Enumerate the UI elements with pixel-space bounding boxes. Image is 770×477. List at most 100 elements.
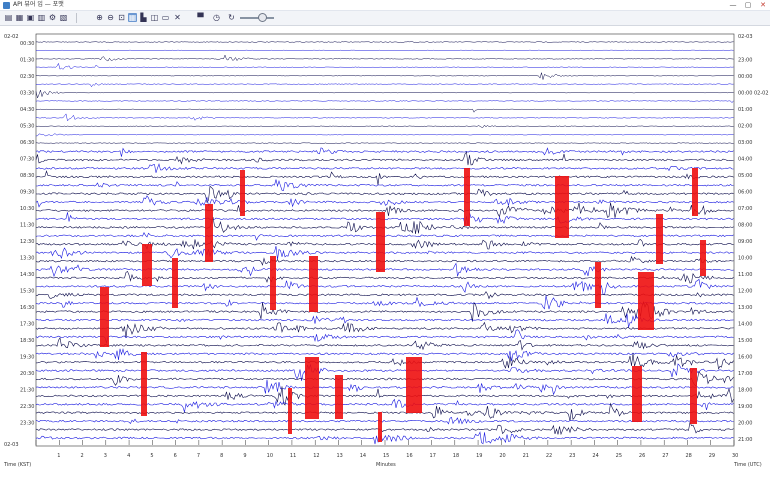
minute-tick-label: 15 xyxy=(383,453,389,459)
trigger-marker xyxy=(270,256,276,310)
minute-tick-label: 6 xyxy=(174,453,177,459)
axis-labels: 1 2 3 4 5 6 7 8 9 10 11 12 13 14 15 16 17 18 19 20 21 22 23 24 2… xyxy=(20,41,769,459)
hour-label-right: 05:00 xyxy=(738,173,752,179)
hour-label-left: 23:30 xyxy=(20,421,34,427)
seismo-trace xyxy=(35,108,734,113)
preview-icon[interactable]: ▧ xyxy=(59,13,68,22)
zoom-in-icon[interactable]: ⊕ xyxy=(96,13,103,22)
hour-label-left: 18:30 xyxy=(20,338,34,344)
trigger-marker xyxy=(142,244,152,286)
trigger-marker xyxy=(141,352,147,416)
minute-tick-label: 7 xyxy=(197,453,200,459)
trigger-marker xyxy=(692,168,698,216)
seismo-trace xyxy=(35,431,734,445)
hour-label-right: 02:00 xyxy=(738,124,752,130)
seismo-trace xyxy=(35,49,734,52)
minute-tick-label: 22 xyxy=(546,453,552,459)
print-icon[interactable]: ▥ xyxy=(37,13,46,22)
minute-tick-label: 21 xyxy=(523,453,529,459)
seismo-trace xyxy=(35,402,734,422)
maximize-button[interactable]: ▢ xyxy=(744,1,752,9)
hour-label-right: 04:00 xyxy=(738,157,752,163)
trigger-marker xyxy=(335,375,343,419)
minute-tick-label: 8 xyxy=(220,453,223,459)
minute-tick-label: 4 xyxy=(127,453,130,459)
zoom-slider-knob[interactable] xyxy=(258,13,267,22)
seismo-trace xyxy=(36,179,734,191)
seismo-trace xyxy=(35,202,734,218)
minute-tick-label: 13 xyxy=(336,453,342,459)
seismo-trace xyxy=(35,163,734,173)
seismo-trace xyxy=(35,100,734,104)
minimize-button[interactable]: — xyxy=(729,1,737,9)
seismo-trace xyxy=(35,54,734,62)
zoom-out-icon[interactable]: ⊖ xyxy=(107,13,114,22)
trigger-marker xyxy=(690,368,697,424)
seismo-trace xyxy=(35,295,734,310)
seismo-trace xyxy=(36,113,734,122)
minute-tick-label: 2 xyxy=(81,453,84,459)
save-icon[interactable]: ▦ xyxy=(15,13,24,22)
hour-label-left: 16:30 xyxy=(20,305,34,311)
hour-label-left: 04:30 xyxy=(20,107,34,113)
select-icon[interactable]: ▭ xyxy=(161,13,170,22)
grid-icon[interactable]: ▦ xyxy=(128,13,137,22)
zoom-fit-icon[interactable]: ⊡ xyxy=(118,13,125,22)
trigger-marker xyxy=(378,412,382,442)
minute-tick-label: 28 xyxy=(685,453,691,459)
hour-label-right: 09:00 xyxy=(738,239,752,245)
hour-label-right: 23:00 xyxy=(738,58,752,64)
trigger-marker xyxy=(632,366,642,422)
hour-label-left: 07:30 xyxy=(20,157,34,163)
seismo-trace xyxy=(36,291,734,300)
folder-icon[interactable]: ▣ xyxy=(26,13,35,22)
open-icon[interactable]: ▤ xyxy=(4,13,13,22)
minute-tick-label: 20 xyxy=(499,453,505,459)
hour-label-right: 14:00 xyxy=(738,322,752,328)
seismo-trace xyxy=(35,386,734,406)
seismo-trace xyxy=(35,142,734,144)
close-icon[interactable]: ✕ xyxy=(174,13,181,22)
seismo-trace xyxy=(35,363,734,381)
seismo-trace xyxy=(35,62,734,70)
trigger-marker xyxy=(406,357,422,413)
minute-tick-label: 3 xyxy=(104,453,107,459)
minute-tick-label: 12 xyxy=(313,453,319,459)
trigger-marker xyxy=(205,204,213,262)
trigger-marker xyxy=(638,272,654,330)
hour-label-right: 12:00 xyxy=(738,289,752,295)
minute-tick-label: 16 xyxy=(406,453,412,459)
hour-label-right: 20:00 xyxy=(738,421,752,427)
trigger-marker xyxy=(700,240,706,276)
trigger-markers xyxy=(100,168,706,442)
hour-label-right: 03:00 xyxy=(738,140,752,146)
refresh-icon[interactable]: ↻ xyxy=(228,13,235,22)
hour-label-left: 05:30 xyxy=(20,124,34,130)
hour-label-right: 11:00 xyxy=(738,272,752,278)
minute-tick-label: 27 xyxy=(662,453,668,459)
minute-tick-label: 24 xyxy=(592,453,598,459)
trigger-marker xyxy=(100,287,109,347)
trigger-marker xyxy=(555,176,569,238)
chart-icon[interactable]: ▙ xyxy=(140,13,147,22)
hour-label-right: 00:00 02-02 xyxy=(738,91,769,97)
hour-label-right: 18:00 xyxy=(738,388,752,394)
settings-icon[interactable]: ⚙ xyxy=(48,13,57,22)
clock-icon[interactable]: ◷ xyxy=(213,13,220,22)
seismo-trace xyxy=(35,348,734,362)
minute-tick-label: 23 xyxy=(569,453,575,459)
seismo-trace xyxy=(35,321,734,338)
hour-label-right: 01:00 xyxy=(738,107,752,113)
hour-label-left: 09:30 xyxy=(20,190,34,196)
hour-label-left: 11:30 xyxy=(20,223,34,229)
zoom-slider-track[interactable] xyxy=(240,17,274,19)
seismo-trace xyxy=(35,379,734,396)
seismo-trace xyxy=(35,147,734,157)
ruler-icon[interactable]: ◫ xyxy=(150,13,159,22)
seismo-trace xyxy=(35,353,734,370)
trigger-marker xyxy=(595,262,601,308)
hour-label-left: 15:30 xyxy=(20,289,34,295)
hour-label-right: 21:00 xyxy=(738,437,752,443)
printer-icon[interactable]: ▀ xyxy=(197,13,204,22)
close-window-button[interactable]: ✕ xyxy=(760,1,766,9)
